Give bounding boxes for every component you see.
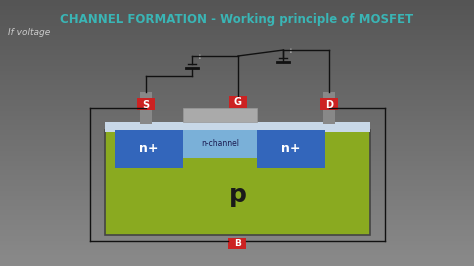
Bar <box>105 122 370 132</box>
Text: D: D <box>325 100 333 110</box>
Text: n+: n+ <box>139 143 159 156</box>
Text: n+: n+ <box>281 143 301 156</box>
Text: CHANNEL FORMATION - Working principle of MOSFET: CHANNEL FORMATION - Working principle of… <box>61 13 413 26</box>
Bar <box>137 98 155 110</box>
Bar <box>229 96 247 108</box>
Text: +: + <box>288 48 293 54</box>
Bar <box>183 130 257 158</box>
Text: B: B <box>234 239 241 248</box>
Text: +: + <box>196 54 202 60</box>
Bar <box>320 98 338 110</box>
Text: S: S <box>143 100 150 110</box>
Bar <box>228 238 246 249</box>
Bar <box>105 130 370 235</box>
Bar <box>183 108 257 122</box>
Bar <box>323 92 335 124</box>
Text: p: p <box>228 183 246 207</box>
Bar <box>257 130 325 168</box>
Bar <box>140 92 152 124</box>
Bar <box>232 96 244 108</box>
Text: n-channel: n-channel <box>201 139 239 148</box>
Text: G: G <box>234 97 242 107</box>
Text: If voltage: If voltage <box>8 28 50 37</box>
Bar <box>115 130 183 168</box>
